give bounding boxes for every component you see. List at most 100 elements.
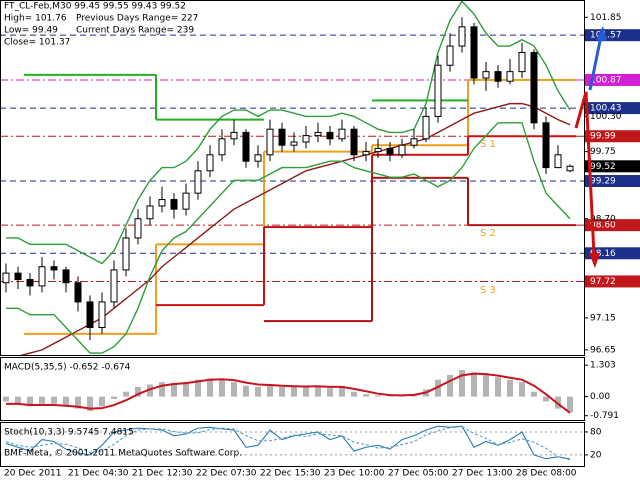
histogram-bar bbox=[147, 384, 153, 397]
level-label: 97.72 bbox=[590, 277, 616, 287]
y-tick-label: 96.65 bbox=[590, 345, 616, 355]
candle-body bbox=[326, 131, 334, 140]
candle-body bbox=[170, 199, 178, 210]
y-tick-label: 20 bbox=[590, 450, 602, 460]
histogram-bar bbox=[87, 396, 93, 412]
candle-body bbox=[206, 154, 214, 172]
candle-body bbox=[50, 266, 58, 271]
histogram-bar bbox=[447, 374, 453, 397]
candle-body bbox=[494, 71, 502, 82]
level-label: 100.87 bbox=[590, 75, 622, 85]
candle-body bbox=[302, 135, 310, 143]
stoch-title: Stoch(10,3,3) 9.5745 7.4815 bbox=[4, 428, 134, 438]
y-tick-label: 97.15 bbox=[590, 313, 616, 323]
annotation: S 3 bbox=[480, 285, 496, 296]
candle-body bbox=[446, 45, 454, 66]
y-tick-label: 100.30 bbox=[590, 112, 622, 122]
candle-body bbox=[458, 26, 466, 47]
info: Previous Days Range= 227 bbox=[76, 14, 198, 24]
line bbox=[6, 372, 571, 414]
candle-body bbox=[566, 165, 574, 172]
candle-body bbox=[254, 154, 262, 162]
histogram-bar bbox=[171, 383, 177, 397]
annotation: S 2 bbox=[480, 228, 496, 239]
candle-body bbox=[350, 128, 358, 156]
x-tick-label: 21 Dec 04:30 bbox=[68, 469, 129, 479]
histogram-bar bbox=[123, 391, 129, 397]
histogram-bar bbox=[459, 370, 465, 397]
candle-body bbox=[398, 144, 406, 156]
level-label: 101.57 bbox=[590, 31, 622, 41]
y-tick-label: -0.791 bbox=[590, 411, 619, 421]
histogram-bar bbox=[219, 379, 225, 397]
level-label: 100.43 bbox=[590, 104, 622, 114]
arrow-up bbox=[588, 35, 603, 91]
histogram-bar bbox=[255, 386, 261, 397]
y-tick-label: 0.00 bbox=[590, 392, 610, 402]
histogram-bar bbox=[363, 394, 369, 397]
price-tag bbox=[585, 160, 640, 173]
main-frame bbox=[0, 0, 585, 356]
histogram-bar bbox=[315, 385, 321, 397]
y-tick-label: 101.85 bbox=[590, 13, 622, 23]
histogram-bar bbox=[495, 377, 501, 397]
line bbox=[6, 0, 571, 265]
x-tick-label: 21 Dec 12:30 bbox=[132, 469, 193, 479]
level-tag bbox=[585, 130, 640, 143]
info: Close= 101.37 bbox=[4, 38, 70, 48]
y-tick-label: 98.70 bbox=[590, 214, 616, 224]
histogram-bar bbox=[483, 374, 489, 397]
candle-body bbox=[98, 301, 106, 328]
x-tick-label: 22 Dec 07:30 bbox=[196, 469, 257, 479]
y-tick-label: 1.303 bbox=[590, 361, 616, 371]
x-tick-label: 27 Dec 05:00 bbox=[388, 469, 449, 479]
histogram-bar bbox=[51, 396, 57, 404]
x-tick-label: 20 Dec 2011 bbox=[4, 469, 62, 479]
candle-body bbox=[542, 122, 550, 169]
histogram-bar bbox=[531, 391, 537, 397]
histogram-bar bbox=[39, 396, 45, 404]
histogram-bar bbox=[183, 382, 189, 397]
candle-body bbox=[62, 269, 70, 284]
annotation: S 1 bbox=[480, 139, 496, 150]
level-label: 98.60 bbox=[590, 221, 616, 231]
candle-body bbox=[470, 26, 478, 79]
level-label: 98.16 bbox=[590, 249, 616, 259]
histogram-bar bbox=[267, 384, 273, 397]
candle-body bbox=[2, 272, 10, 284]
histogram-bar bbox=[111, 396, 117, 399]
histogram-bar bbox=[15, 396, 21, 404]
level-tag bbox=[585, 219, 640, 232]
candle-body bbox=[158, 199, 166, 207]
histogram-bar bbox=[207, 378, 213, 397]
x-tick-label: 23 Dec 10:00 bbox=[324, 469, 385, 479]
candle-body bbox=[554, 154, 562, 169]
histogram-bar bbox=[3, 396, 9, 402]
candle-body bbox=[86, 301, 94, 328]
candle-body bbox=[278, 128, 286, 146]
histogram-bar bbox=[243, 385, 249, 397]
histogram-bar bbox=[327, 388, 333, 397]
histogram-bar bbox=[375, 395, 381, 397]
candle-body bbox=[506, 71, 514, 82]
macd-frame bbox=[0, 357, 585, 421]
histogram-bar bbox=[507, 379, 513, 397]
histogram-bar bbox=[435, 379, 441, 397]
line bbox=[5, 426, 571, 461]
x-tick-label: 22 Dec 15:30 bbox=[260, 469, 321, 479]
arrows bbox=[574, 26, 607, 268]
info: Current Days Range= 239 bbox=[76, 26, 194, 36]
candle-body bbox=[338, 128, 346, 140]
y-tick-label: 99.75 bbox=[590, 147, 616, 157]
histogram-bar bbox=[567, 396, 573, 413]
level-tag bbox=[585, 102, 640, 115]
candle-body bbox=[182, 192, 190, 210]
macd-panel bbox=[3, 370, 573, 414]
candle-body bbox=[374, 147, 382, 153]
stoch-panel bbox=[0, 425, 584, 461]
histogram-bar bbox=[75, 396, 81, 409]
x-tick-label: 27 Dec 13:00 bbox=[452, 469, 513, 479]
histogram-bar bbox=[279, 386, 285, 397]
